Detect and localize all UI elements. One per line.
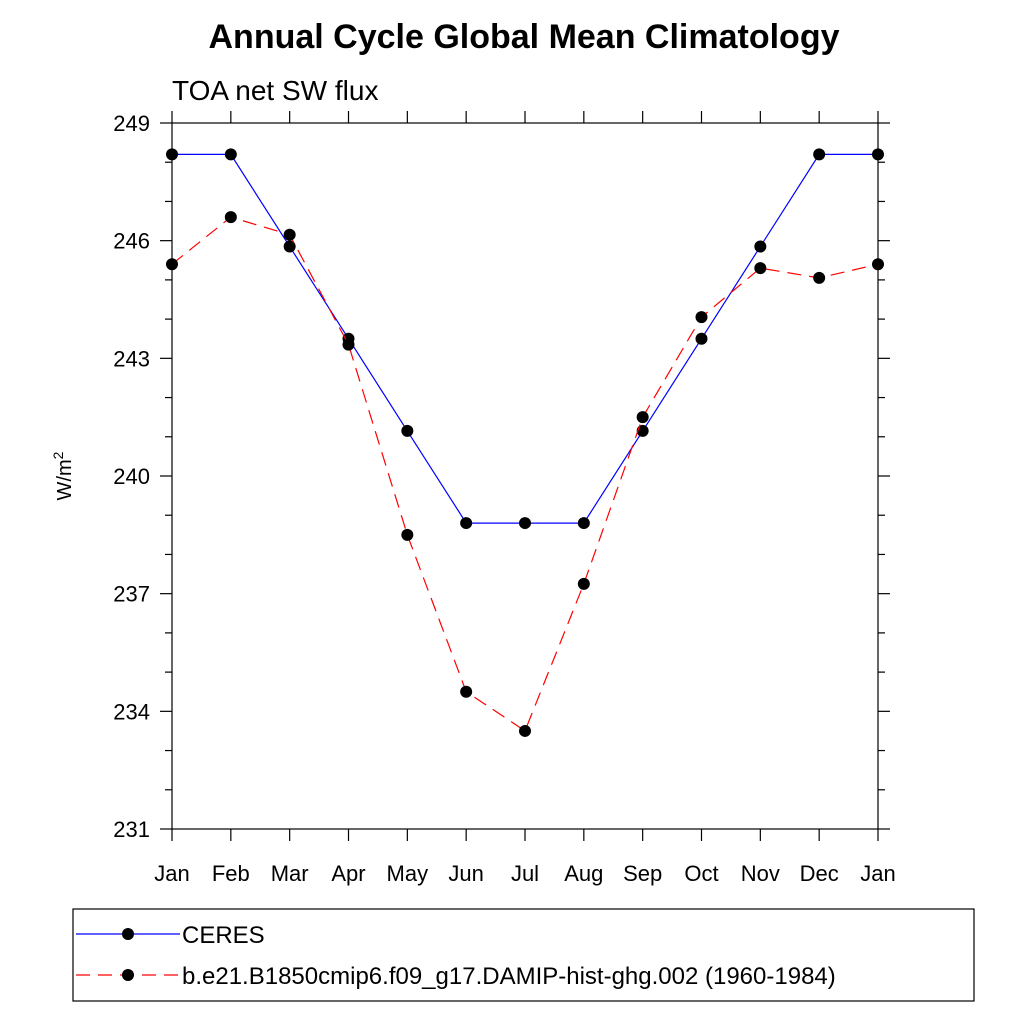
data-point-series-1: [695, 311, 708, 324]
chart-title: Annual Cycle Global Mean Climatology: [209, 18, 840, 56]
series-line-0: [172, 153, 878, 524]
series-line-1: [171, 216, 879, 732]
legend-box: [72, 908, 975, 1002]
data-point-series-1: [577, 577, 590, 590]
data-point-series-0: [166, 148, 178, 161]
y-tick-label: 237: [113, 582, 150, 607]
data-point-series-0: [460, 517, 473, 530]
data-point-series-0: [754, 240, 767, 253]
data-point-series-1: [636, 411, 649, 424]
data-point-series-1: [519, 724, 531, 737]
x-tick-label: Oct: [684, 861, 718, 886]
y-axis-label-superscript: 2: [50, 451, 66, 459]
x-tick-label: Feb: [212, 861, 250, 886]
ticks: 231 234 237 240 243 246 249 Jan Feb Mar Apr May Jun J…: [113, 111, 896, 886]
data-point-series-0: [872, 148, 884, 161]
x-tick-label: Nov: [741, 861, 780, 886]
chart-subtitle: TOA net SW flux: [172, 75, 378, 106]
data-point-series-0: [283, 240, 296, 253]
legend-marker-1: [122, 969, 134, 981]
data-point-series-1: [342, 338, 355, 351]
y-tick-label: 240: [113, 464, 150, 489]
series: [166, 148, 884, 737]
data-point-series-0: [401, 424, 414, 437]
x-tick-label: Dec: [800, 861, 839, 886]
data-point-series-0: [224, 148, 237, 161]
legend-label-0: CERES: [182, 922, 265, 949]
data-point-series-1: [224, 211, 237, 224]
data-point-series-0: [813, 148, 826, 161]
legend-label-1: b.e21.B1850cmip6.f09_g17.DAMIP-hist-ghg.…: [182, 963, 836, 990]
x-tick-label: Apr: [331, 861, 365, 886]
x-tick-label: Jan: [860, 861, 895, 886]
data-point-series-0: [577, 517, 590, 530]
y-axis-label-main: W/m: [54, 459, 76, 500]
data-point-series-1: [872, 258, 884, 271]
x-tick-label: Jul: [511, 861, 539, 886]
y-axis-label: W/m2: [50, 451, 76, 500]
legend: CERES b.e21.B1850cmip6.f09_g17.DAMIP-hist…: [76, 922, 836, 990]
y-tick-label: 246: [113, 229, 150, 254]
x-tick-label: Jun: [448, 861, 483, 886]
x-tick-label: Jan: [154, 861, 189, 886]
data-point-series-0: [636, 424, 649, 437]
data-point-series-1: [754, 262, 767, 275]
y-tick-label: 249: [113, 111, 150, 136]
data-point-series-0: [695, 332, 708, 345]
y-tick-label: 234: [113, 699, 150, 724]
x-tick-label: Sep: [623, 861, 662, 886]
data-point-series-1: [166, 258, 178, 271]
y-tick-label: 243: [113, 346, 150, 371]
data-point-series-1: [401, 528, 414, 541]
data-point-series-0: [519, 517, 531, 530]
data-point-series-1: [460, 685, 473, 698]
legend-marker-0: [122, 928, 134, 940]
x-tick-label: May: [387, 861, 429, 886]
data-point-series-1: [813, 271, 826, 284]
data-point-series-1: [283, 228, 296, 241]
x-tick-label: Aug: [564, 861, 603, 886]
x-tick-label: Mar: [271, 861, 309, 886]
y-tick-label: 231: [113, 817, 150, 842]
